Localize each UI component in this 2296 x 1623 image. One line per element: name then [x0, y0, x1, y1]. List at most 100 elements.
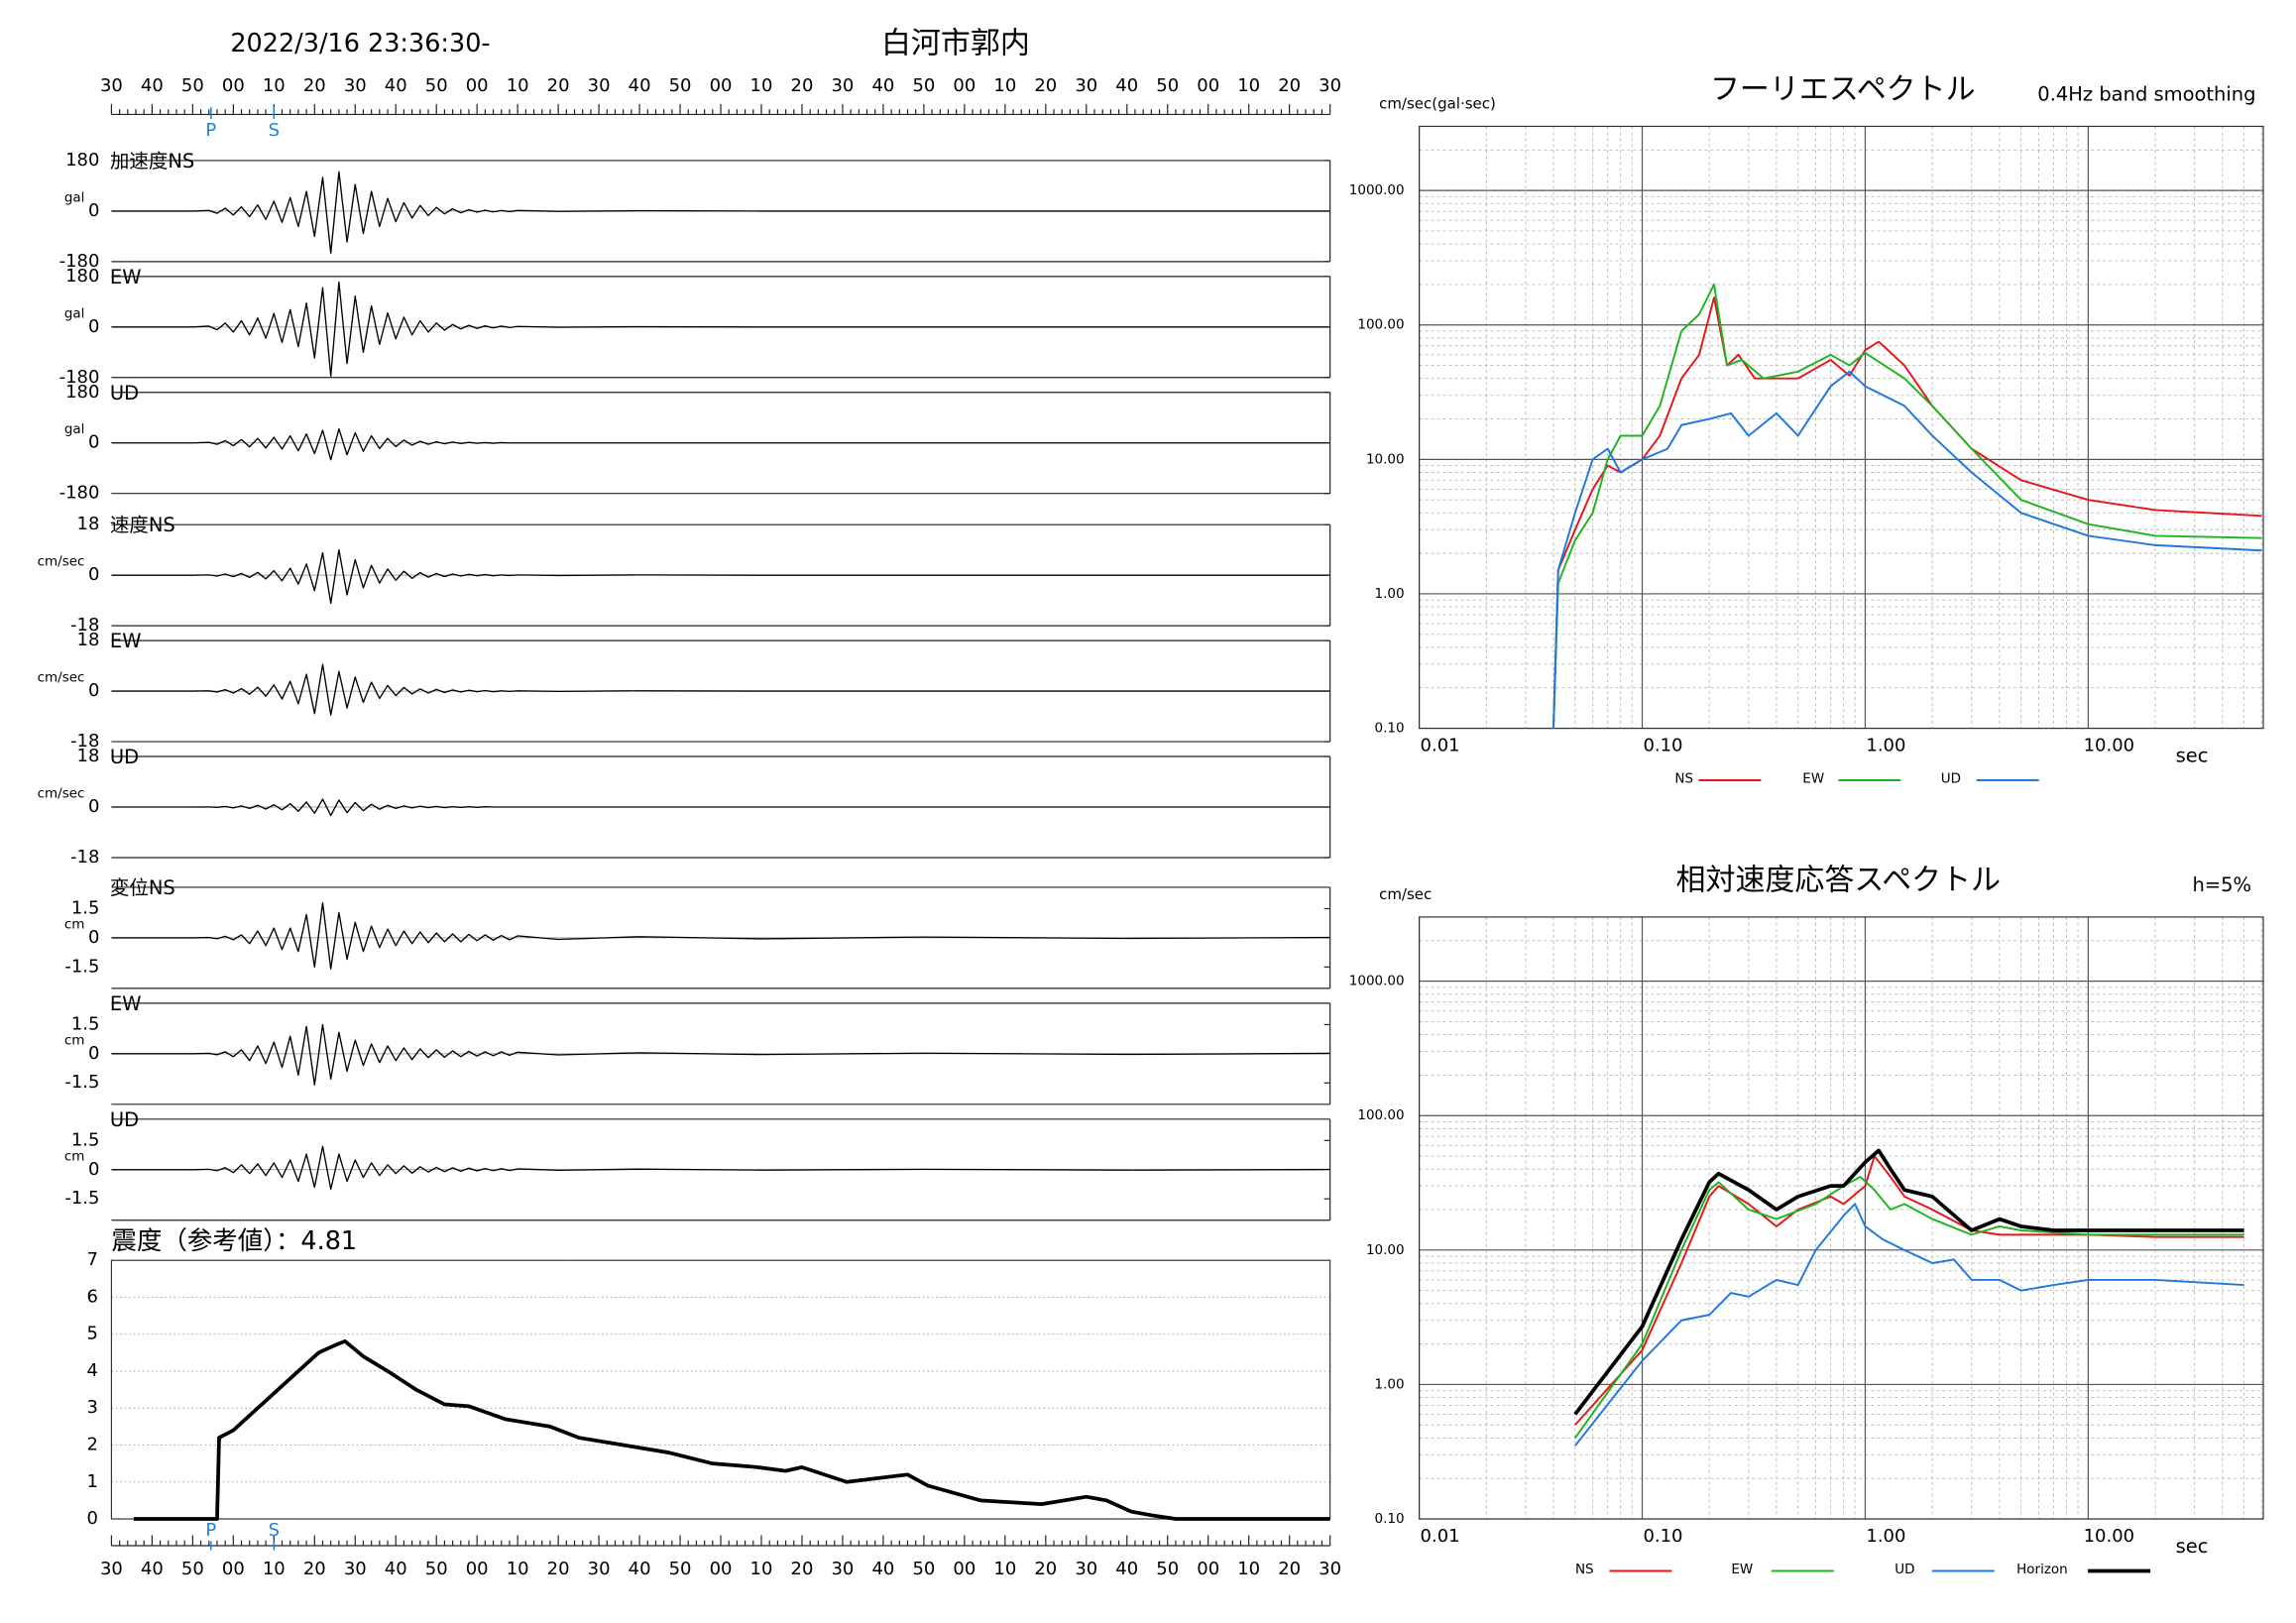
unit-label: gal: [64, 305, 85, 321]
x-tick-label: 40: [629, 1559, 651, 1579]
y-tick-label: 0: [86, 1508, 97, 1529]
x-tick-label: 40: [871, 75, 894, 96]
y-tick-label: 180: [65, 266, 99, 287]
panel-label: UD: [110, 746, 139, 768]
waveform-trace: [111, 281, 1330, 378]
x-tick-label: 40: [385, 75, 407, 96]
title: 相対速度応答スペクトル: [1676, 863, 2002, 897]
y-tick-label: 1000.00: [1349, 974, 1405, 989]
data-line: [133, 1338, 1330, 1521]
x-tick-label: 40: [141, 1559, 164, 1579]
plot-frame: [1418, 916, 2264, 1520]
x-tick-label: 20: [1278, 1559, 1301, 1579]
x-tick-label: 50: [181, 1559, 204, 1579]
x-tick-label: 20: [547, 75, 570, 96]
legend-label: EW: [1802, 771, 1824, 787]
x-tick-label: 00: [1197, 1559, 1219, 1579]
x-tick-label: 0.10: [1643, 736, 1682, 756]
y-tick-label: 0: [88, 200, 99, 221]
panel-label: EW: [110, 266, 142, 289]
x-tick-label: 50: [669, 75, 692, 96]
x-tick-label: 30: [1075, 1559, 1097, 1579]
x-label: sec: [2176, 745, 2209, 767]
data-line: [1573, 1148, 2244, 1416]
x-tick-label: 40: [1115, 1559, 1138, 1579]
x-tick-label: 30: [344, 1559, 367, 1579]
x-tick-label: 10: [263, 75, 286, 96]
phase-label: P: [205, 120, 216, 141]
y-tick-label: -1.5: [64, 1072, 99, 1093]
y-tick-label: 18: [77, 746, 100, 766]
unit-label: cm/sec: [38, 786, 85, 802]
waveform-trace: [111, 1023, 1330, 1086]
x-tick-label: 00: [710, 1559, 733, 1579]
y-label: cm/sec: [1379, 885, 1432, 903]
legend-label: NS: [1674, 771, 1693, 787]
y-tick-label: 0.10: [1375, 1511, 1405, 1527]
unit-label: gal: [64, 189, 85, 205]
y-tick-label: 0: [88, 927, 99, 948]
x-tick-label: 00: [222, 75, 245, 96]
y-tick-label: 4: [86, 1360, 97, 1381]
y-tick-label: 0: [88, 1043, 99, 1064]
x-tick-label: 30: [1319, 75, 1341, 96]
panel-label: 加速度NS: [110, 150, 194, 173]
waveform-trace: [111, 427, 1330, 461]
panel-label: UD: [110, 382, 139, 405]
y-tick-label: 7: [86, 1249, 97, 1270]
y-tick-label: 0: [88, 564, 99, 585]
phase-label: S: [269, 1520, 280, 1541]
x-tick-label: 10: [750, 1559, 773, 1579]
x-tick-label: 50: [912, 1559, 935, 1579]
x-tick-label: 30: [100, 1559, 123, 1579]
unit-label: cm: [64, 916, 85, 932]
y-tick-label: -18: [70, 615, 99, 636]
x-tick-label: 1.00: [1866, 1526, 1905, 1547]
x-tick-label: 20: [303, 1559, 326, 1579]
x-label: sec: [2176, 1535, 2209, 1558]
panel-label: UD: [110, 1108, 139, 1131]
legend-label: UD: [1941, 771, 1961, 787]
y-tick-label: 180: [65, 382, 99, 403]
x-tick-label: 00: [710, 75, 733, 96]
waveform-trace: [111, 663, 1330, 716]
x-tick-label: 10: [507, 1559, 529, 1579]
x-tick-label: 50: [181, 75, 204, 96]
x-tick-label: 50: [1156, 1559, 1179, 1579]
waveform-trace: [111, 901, 1330, 970]
panel-label: EW: [110, 630, 142, 652]
y-tick-label: 1.5: [71, 898, 100, 919]
y-tick-label: -180: [59, 483, 100, 504]
waveform-trace: [111, 171, 1330, 255]
x-tick-label: 10.00: [2084, 1526, 2134, 1547]
y-tick-label: 0: [88, 1159, 99, 1180]
x-tick-label: 30: [832, 1559, 855, 1579]
x-tick-label: 10: [993, 75, 1016, 96]
x-tick-label: 10: [263, 1559, 286, 1579]
title: 震度（参考値）：4.81: [111, 1226, 357, 1256]
x-tick-label: 10.00: [2084, 736, 2134, 756]
station-name: 白河市郭内: [881, 27, 1030, 61]
x-tick-label: 50: [425, 75, 448, 96]
x-tick-label: 30: [588, 75, 611, 96]
x-tick-label: 10: [1237, 75, 1260, 96]
y-tick-label: 1.5: [71, 1129, 100, 1150]
y-tick-label: 0: [88, 432, 99, 453]
x-tick-label: 20: [1034, 75, 1057, 96]
x-tick-label: 00: [222, 1559, 245, 1579]
x-tick-label: 20: [791, 75, 814, 96]
x-tick-label: 00: [953, 1559, 976, 1579]
y-tick-label: 180: [65, 150, 99, 171]
x-tick-label: 0.01: [1421, 736, 1460, 756]
legend-label: EW: [1731, 1562, 1753, 1577]
unit-label: cm/sec: [38, 670, 85, 686]
x-tick-label: 40: [385, 1559, 407, 1579]
y-tick-label: 1.00: [1375, 586, 1405, 602]
subtitle: 0.4Hz band smoothing: [2037, 82, 2255, 105]
waveform-trace: [111, 1145, 1330, 1191]
x-tick-label: 00: [466, 75, 489, 96]
y-tick-label: -180: [59, 251, 100, 272]
x-tick-label: 10: [1237, 1559, 1260, 1579]
x-tick-label: 00: [953, 75, 976, 96]
